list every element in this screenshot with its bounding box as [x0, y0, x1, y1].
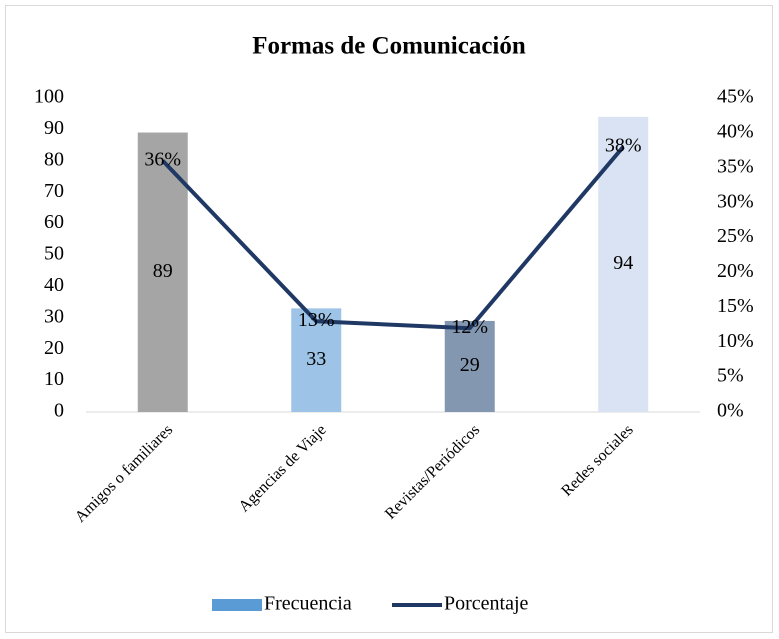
y-tick-label: 20 — [44, 337, 64, 359]
y-tick-label: 60 — [44, 211, 64, 233]
data-label: 89 — [153, 260, 173, 282]
y-tick-label: 100 — [34, 86, 64, 108]
y-tick-label: 50 — [44, 243, 64, 265]
legend-swatch — [212, 599, 262, 611]
data-label: 13% — [298, 309, 335, 331]
legend-label: Porcentaje — [444, 593, 529, 615]
chart-title: Formas de Comunicación — [252, 33, 526, 60]
y2-tick-label: 45% — [717, 86, 754, 108]
y2-tick-label: 15% — [717, 295, 754, 317]
data-label: 33 — [306, 348, 326, 370]
y2-tick-label: 10% — [717, 330, 754, 352]
data-label: 12% — [451, 316, 488, 338]
y2-tick-label: 5% — [717, 365, 744, 387]
y-tick-label: 80 — [44, 148, 64, 170]
y2-tick-label: 20% — [717, 260, 754, 282]
data-label: 38% — [605, 134, 642, 156]
y-tick-label: 70 — [44, 180, 64, 202]
y-tick-label: 90 — [44, 117, 64, 139]
chart-border — [5, 5, 773, 633]
y2-tick-label: 35% — [717, 155, 754, 177]
data-label: 94 — [613, 252, 633, 274]
data-label: 29 — [460, 354, 480, 376]
y-tick-label: 40 — [44, 274, 64, 296]
y2-tick-label: 0% — [717, 400, 744, 422]
y2-tick-label: 25% — [717, 225, 754, 247]
bar — [291, 308, 342, 412]
y2-tick-label: 40% — [717, 120, 754, 142]
y-tick-label: 10 — [44, 368, 64, 390]
y-tick-label: 30 — [44, 305, 64, 327]
data-label: 36% — [144, 148, 181, 170]
legend-label: Frecuencia — [264, 593, 352, 615]
y-tick-label: 0 — [54, 400, 64, 422]
line — [161, 145, 625, 331]
bar — [444, 320, 495, 412]
y2-tick-label: 30% — [717, 190, 754, 212]
